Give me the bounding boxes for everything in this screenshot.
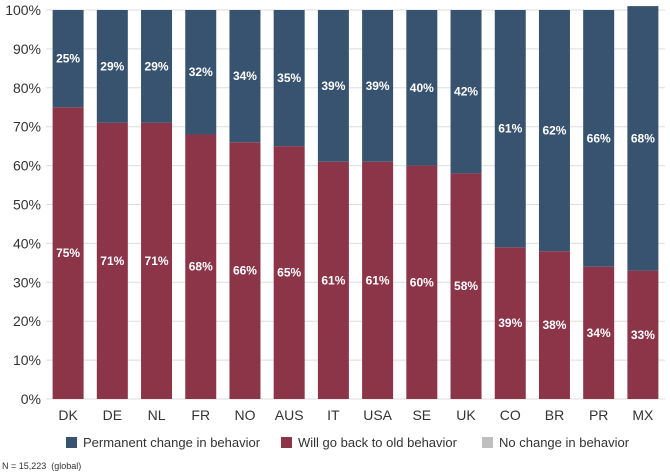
data-label-will-go-back-to-old-behavior: 60%	[410, 275, 434, 289]
data-label-will-go-back-to-old-behavior: 61%	[321, 273, 345, 287]
x-tick-label-mx: MX	[632, 407, 654, 423]
bar-will-go-back-to-old-behavior-fr	[185, 134, 217, 400]
data-label-permanent-change-in-behavior: 66%	[587, 131, 611, 145]
bar-permanent-change-in-behavior-usa	[362, 10, 394, 162]
bar-will-go-back-to-old-behavior-usa	[362, 161, 394, 399]
y-tick-label: 0%	[21, 391, 41, 407]
x-tick-label-co: CO	[500, 407, 521, 423]
bar-permanent-change-in-behavior-nl	[141, 10, 173, 123]
gridlines	[46, 9, 665, 400]
bar-permanent-change-in-behavior-de	[96, 10, 128, 123]
legend: Permanent change in behavior Will go back…	[66, 435, 630, 450]
legend-label-no-change-in-behavior: No change in behavior	[499, 435, 630, 450]
y-tick-label: 20%	[13, 313, 41, 329]
data-label-will-go-back-to-old-behavior: 61%	[366, 273, 390, 287]
bar-will-go-back-to-old-behavior-br	[538, 251, 570, 399]
data-label-will-go-back-to-old-behavior: 39%	[498, 316, 522, 330]
bar-permanent-change-in-behavior-se	[406, 10, 438, 166]
x-tick-label-aus: AUS	[275, 407, 304, 423]
data-labels: 75% 25% 71% 29% 71% 29% 68% 32% 66% 34% 65% 35% 61% 3…	[56, 52, 655, 342]
data-label-will-go-back-to-old-behavior: 68%	[189, 260, 213, 274]
y-axis-ticks: 0% 10% 20% 30% 40% 50% 60% 70% 80% 90% 100%	[5, 2, 41, 407]
data-label-will-go-back-to-old-behavior: 65%	[277, 266, 301, 280]
bar-permanent-change-in-behavior-br	[538, 10, 570, 252]
x-tick-label-usa: USA	[363, 407, 392, 423]
legend-swatch-permanent-change-in-behavior	[66, 437, 77, 448]
data-label-will-go-back-to-old-behavior: 33%	[631, 328, 655, 342]
bar-will-go-back-to-old-behavior-dk	[52, 107, 84, 399]
x-axis-ticks: DK DE NL FR NO AUS IT USA SE UK CO BR PR MX	[58, 407, 654, 423]
bar-permanent-change-in-behavior-aus	[273, 10, 305, 147]
data-label-permanent-change-in-behavior: 62%	[542, 124, 566, 138]
bar-permanent-change-in-behavior-no	[229, 10, 261, 143]
y-tick-label: 50%	[13, 197, 41, 213]
bar-will-go-back-to-old-behavior-no	[229, 142, 261, 399]
y-tick-label: 40%	[13, 235, 41, 251]
bar-will-go-back-to-old-behavior-it	[317, 161, 349, 399]
data-label-permanent-change-in-behavior: 40%	[410, 81, 434, 95]
bar-permanent-change-in-behavior-mx	[627, 6, 659, 271]
data-label-permanent-change-in-behavior: 34%	[233, 69, 257, 83]
data-label-will-go-back-to-old-behavior: 34%	[587, 326, 611, 340]
data-label-will-go-back-to-old-behavior: 66%	[233, 264, 257, 278]
bar-will-go-back-to-old-behavior-aus	[273, 146, 305, 399]
data-label-permanent-change-in-behavior: 39%	[321, 79, 345, 93]
x-tick-label-uk: UK	[456, 407, 476, 423]
x-tick-label-no: NO	[234, 407, 255, 423]
legend-swatch-no-change-in-behavior	[482, 437, 493, 448]
data-label-will-go-back-to-old-behavior: 58%	[454, 279, 478, 293]
data-label-will-go-back-to-old-behavior: 75%	[56, 246, 80, 260]
x-tick-label-pr: PR	[589, 407, 608, 423]
legend-label-will-go-back-to-old-behavior: Will go back to old behavior	[298, 435, 458, 450]
y-tick-label: 80%	[13, 80, 41, 96]
bar-permanent-change-in-behavior-co	[494, 10, 526, 248]
data-label-permanent-change-in-behavior: 32%	[189, 65, 213, 79]
data-label-permanent-change-in-behavior: 35%	[277, 71, 301, 85]
bar-permanent-change-in-behavior-fr	[185, 10, 217, 135]
bar-will-go-back-to-old-behavior-de	[96, 122, 128, 399]
bar-permanent-change-in-behavior-dk	[52, 10, 84, 108]
sample-size-note: N = 15,223 (global)	[2, 461, 82, 471]
bar-permanent-change-in-behavior-uk	[450, 10, 482, 174]
legend-label-permanent-change-in-behavior: Permanent change in behavior	[83, 435, 261, 450]
legend-swatch-will-go-back-to-old-behavior	[281, 437, 292, 448]
data-label-will-go-back-to-old-behavior: 71%	[145, 254, 169, 268]
data-label-will-go-back-to-old-behavior: 38%	[542, 318, 566, 332]
data-label-permanent-change-in-behavior: 29%	[100, 59, 124, 73]
y-tick-label: 30%	[13, 274, 41, 290]
data-label-permanent-change-in-behavior: 42%	[454, 85, 478, 99]
y-tick-label: 10%	[13, 352, 41, 368]
x-tick-label-fr: FR	[191, 407, 210, 423]
data-label-permanent-change-in-behavior: 25%	[56, 52, 80, 66]
bar-permanent-change-in-behavior-it	[317, 10, 349, 162]
x-tick-label-nl: NL	[148, 407, 166, 423]
bars	[52, 6, 659, 400]
y-tick-label: 100%	[5, 2, 41, 18]
x-tick-label-dk: DK	[58, 407, 78, 423]
bar-will-go-back-to-old-behavior-mx	[627, 270, 659, 399]
y-tick-label: 60%	[13, 158, 41, 174]
bar-will-go-back-to-old-behavior-nl	[141, 122, 173, 399]
y-tick-label: 70%	[13, 119, 41, 135]
x-tick-label-de: DE	[103, 407, 122, 423]
bar-permanent-change-in-behavior-pr	[583, 10, 615, 267]
x-tick-label-br: BR	[545, 407, 564, 423]
bar-will-go-back-to-old-behavior-pr	[583, 266, 615, 399]
bar-will-go-back-to-old-behavior-se	[406, 165, 438, 399]
data-label-will-go-back-to-old-behavior: 71%	[100, 254, 124, 268]
bar-will-go-back-to-old-behavior-co	[494, 247, 526, 399]
x-tick-label-se: SE	[412, 407, 431, 423]
data-label-permanent-change-in-behavior: 39%	[366, 79, 390, 93]
data-label-permanent-change-in-behavior: 68%	[631, 131, 655, 145]
x-tick-label-it: IT	[327, 407, 340, 423]
data-label-permanent-change-in-behavior: 29%	[145, 59, 169, 73]
data-label-permanent-change-in-behavior: 61%	[498, 122, 522, 136]
y-tick-label: 90%	[13, 41, 41, 57]
bar-will-go-back-to-old-behavior-uk	[450, 173, 482, 399]
